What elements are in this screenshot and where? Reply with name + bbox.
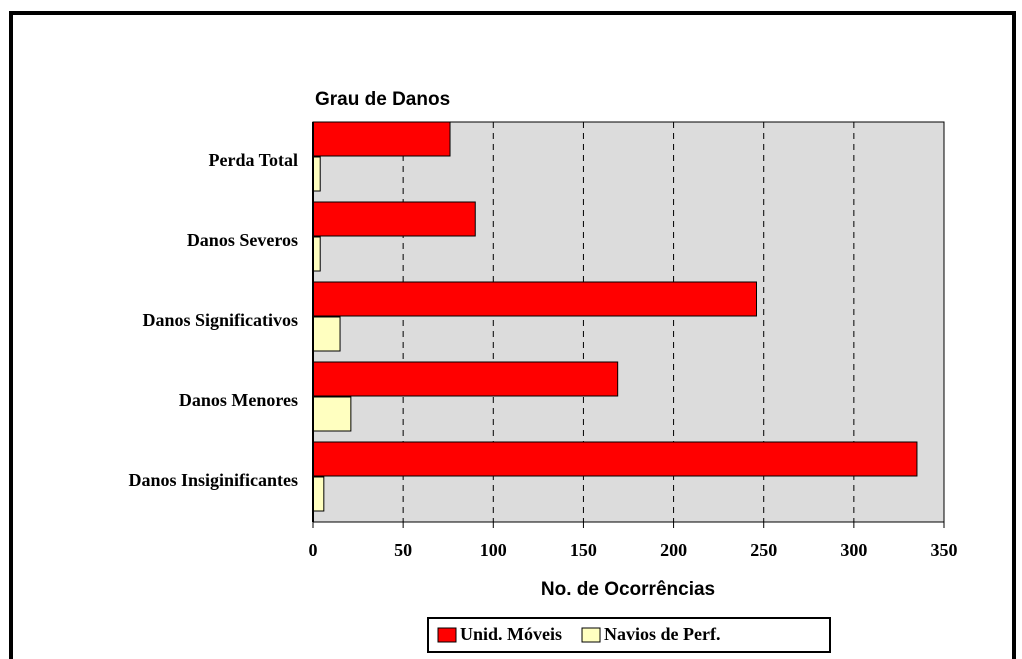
legend-label: Unid. Móveis — [460, 624, 562, 644]
bar — [312, 396, 352, 432]
x-tick-label: 250 — [750, 540, 777, 560]
bar — [312, 316, 341, 352]
x-tick-label: 0 — [309, 540, 318, 560]
bar — [312, 156, 321, 192]
y-tick-label: Danos Menores — [179, 390, 298, 410]
bar — [312, 361, 619, 397]
legend-swatch — [437, 627, 457, 643]
bar — [312, 236, 321, 272]
legend — [427, 617, 831, 653]
y-tick-label: Danos Insiginificantes — [128, 470, 298, 490]
frame — [9, 11, 1016, 659]
x-tick-label: 300 — [840, 540, 867, 560]
x-axis-label: No. de Ocorrências — [541, 579, 715, 600]
x-tick-label: 200 — [660, 540, 687, 560]
y-tick-label: Perda Total — [208, 150, 298, 170]
bar — [312, 121, 451, 157]
y-tick-label: Danos Significativos — [142, 310, 298, 330]
x-tick-label: 350 — [931, 540, 958, 560]
x-tick-label: 100 — [480, 540, 507, 560]
legend-label: Navios de Perf. — [604, 624, 720, 644]
x-tick-label: 150 — [570, 540, 597, 560]
bar — [312, 281, 758, 317]
chart-title: Grau de Danos — [315, 89, 450, 110]
bar — [312, 476, 325, 512]
y-tick-label: Danos Severos — [187, 230, 298, 250]
bar — [312, 441, 918, 477]
bar — [312, 201, 476, 237]
legend-swatch — [581, 627, 601, 643]
x-tick-label: 50 — [394, 540, 412, 560]
